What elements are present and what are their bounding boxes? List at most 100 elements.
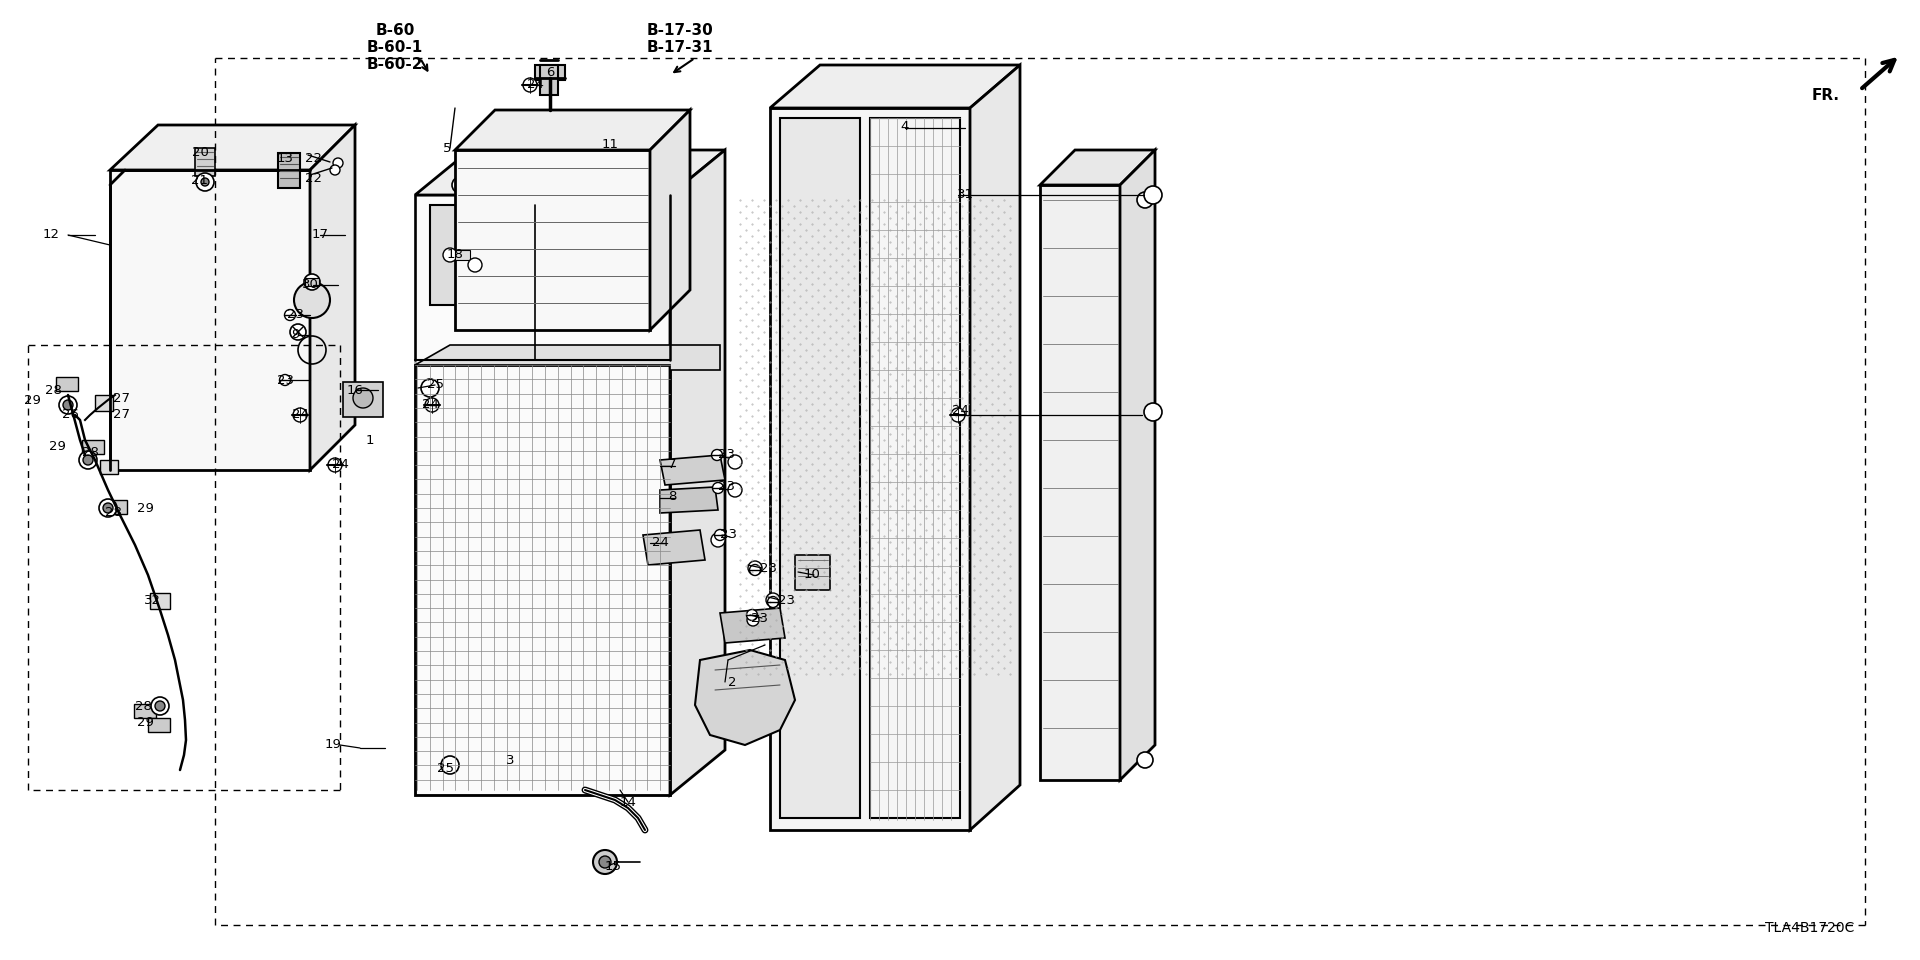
Text: 4: 4 (900, 121, 910, 133)
Bar (305, 278, 319, 286)
Polygon shape (1041, 150, 1156, 185)
Polygon shape (1119, 150, 1156, 780)
Circle shape (100, 499, 117, 517)
Text: 25: 25 (426, 378, 444, 392)
Text: 26: 26 (61, 407, 79, 420)
Text: 31: 31 (956, 188, 973, 202)
Polygon shape (643, 530, 705, 565)
Text: 14: 14 (620, 796, 636, 808)
Text: 20: 20 (192, 146, 209, 158)
Bar (547, 205, 649, 305)
Polygon shape (660, 455, 726, 485)
Text: 24: 24 (332, 459, 348, 471)
Text: 2: 2 (728, 676, 735, 688)
Bar (415, 365, 670, 795)
Bar (455, 250, 470, 260)
Bar (134, 704, 156, 718)
Text: 32: 32 (144, 593, 161, 607)
Circle shape (728, 483, 741, 497)
Circle shape (303, 274, 321, 290)
Circle shape (593, 850, 616, 874)
Text: 11: 11 (601, 138, 618, 152)
Text: 24: 24 (651, 537, 668, 549)
Circle shape (451, 177, 468, 193)
Bar (148, 718, 171, 732)
Text: 29: 29 (48, 441, 65, 453)
Circle shape (328, 458, 342, 472)
Text: 23: 23 (286, 308, 303, 322)
Text: 13: 13 (276, 152, 294, 164)
Circle shape (156, 701, 165, 711)
Circle shape (522, 78, 538, 92)
Text: 16: 16 (348, 383, 363, 396)
Text: 7: 7 (668, 459, 676, 471)
Text: 29: 29 (136, 501, 154, 515)
Text: 23: 23 (720, 529, 737, 541)
Circle shape (420, 379, 440, 397)
Text: 27: 27 (113, 409, 131, 421)
Text: 12: 12 (42, 228, 60, 242)
Text: 28: 28 (44, 383, 61, 396)
Bar (540, 65, 559, 95)
Circle shape (330, 165, 340, 175)
Circle shape (202, 178, 209, 186)
Text: 23: 23 (718, 481, 735, 493)
Circle shape (468, 258, 482, 272)
Bar (94, 395, 113, 411)
Text: 24: 24 (526, 79, 543, 91)
Bar (780, 118, 860, 818)
Polygon shape (415, 150, 726, 195)
Bar (870, 118, 960, 818)
Circle shape (1137, 192, 1154, 208)
Text: 23: 23 (760, 562, 778, 574)
Bar (150, 593, 171, 609)
Polygon shape (770, 65, 1020, 108)
Polygon shape (109, 170, 309, 470)
Circle shape (152, 697, 169, 715)
Text: 28: 28 (81, 445, 98, 459)
Bar (56, 377, 79, 391)
Circle shape (1137, 752, 1154, 768)
Circle shape (444, 248, 457, 262)
Bar (344, 382, 382, 417)
Text: B-60-1: B-60-1 (367, 40, 422, 55)
Polygon shape (415, 195, 670, 795)
Bar (278, 153, 300, 188)
Circle shape (768, 596, 778, 608)
Circle shape (79, 451, 98, 469)
Circle shape (104, 503, 113, 513)
Circle shape (950, 408, 966, 422)
Circle shape (749, 561, 762, 575)
Text: 23: 23 (751, 612, 768, 625)
Polygon shape (109, 125, 355, 170)
Polygon shape (670, 150, 726, 795)
Text: 24: 24 (292, 409, 309, 421)
Text: 23: 23 (778, 593, 795, 607)
Text: 28: 28 (104, 507, 121, 519)
Polygon shape (770, 108, 970, 830)
Circle shape (712, 483, 724, 493)
Text: 25: 25 (436, 761, 453, 775)
Text: FR.: FR. (1812, 87, 1839, 103)
Polygon shape (455, 150, 651, 330)
Text: 29: 29 (136, 716, 154, 730)
Text: TLA4B1720C: TLA4B1720C (1764, 921, 1855, 935)
Text: 18: 18 (447, 249, 463, 261)
Text: 9: 9 (290, 328, 300, 342)
Text: 5: 5 (444, 141, 451, 155)
Circle shape (749, 564, 760, 575)
Polygon shape (720, 608, 785, 643)
Text: 17: 17 (311, 228, 328, 242)
Circle shape (766, 593, 780, 607)
Text: B-17-30: B-17-30 (647, 23, 714, 38)
Bar (100, 460, 117, 474)
Circle shape (728, 455, 741, 469)
Polygon shape (660, 487, 718, 513)
Text: 24: 24 (422, 398, 438, 412)
Circle shape (532, 177, 547, 193)
Circle shape (714, 530, 726, 540)
Text: 22: 22 (305, 172, 323, 184)
Polygon shape (1041, 185, 1119, 780)
Circle shape (294, 408, 307, 422)
Bar (430, 205, 530, 305)
